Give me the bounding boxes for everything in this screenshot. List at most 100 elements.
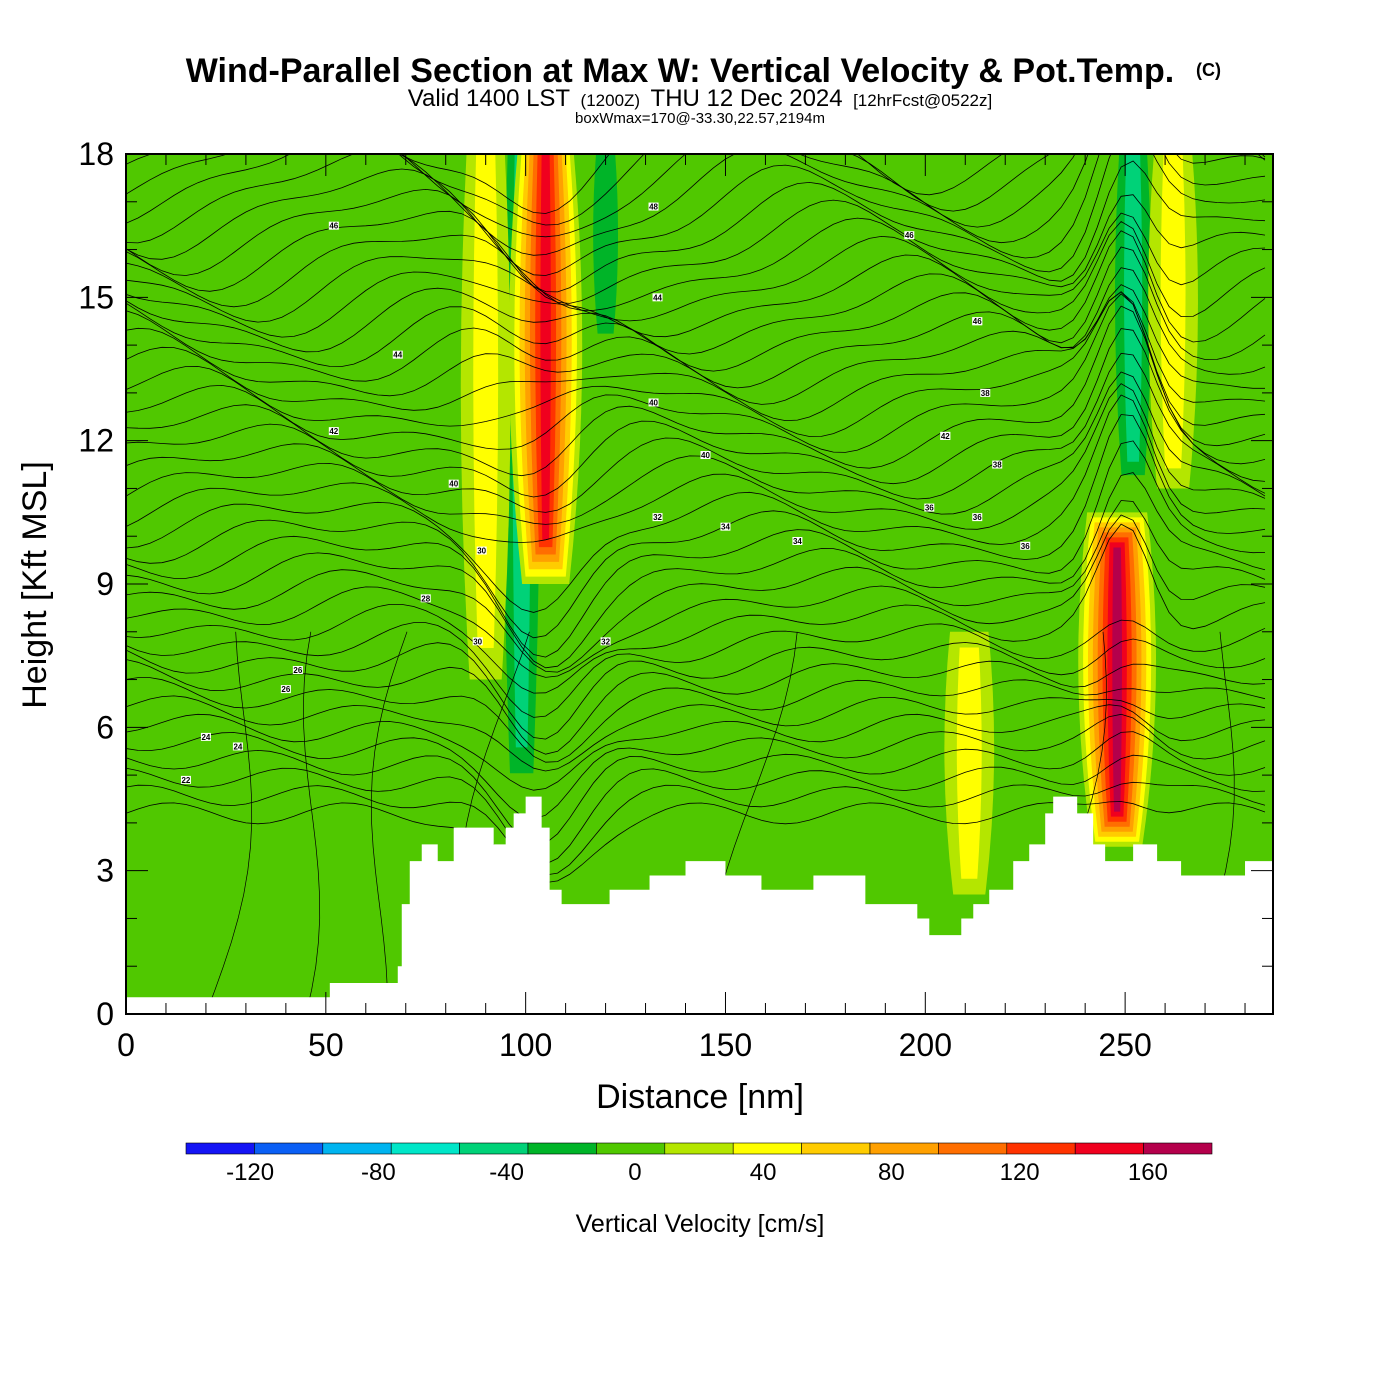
contour-label: 36 [925, 504, 934, 513]
velocity-band [473, 154, 499, 649]
colorbar-segment [390, 1142, 460, 1155]
isentrope-line [126, 781, 1266, 876]
contour-label: 26 [281, 685, 290, 694]
contour-label: 42 [941, 432, 950, 441]
colorbar-tick-label: 120 [1000, 1159, 1040, 1186]
isentrope-line [126, 713, 1266, 820]
contour-label: 34 [721, 523, 730, 532]
contour-label-bg [720, 522, 731, 531]
colorbar-segment [459, 1142, 529, 1155]
colorbar-tick-label: -120 [226, 1159, 274, 1186]
isentrope-line [126, 220, 1266, 338]
colorbar-segment [185, 1142, 255, 1155]
colorbar-segment [732, 1142, 802, 1155]
isentrope-line [126, 352, 1266, 513]
isentrope-line [126, 659, 1266, 755]
axis-ticks [125, 153, 1273, 1015]
contour-label: 38 [993, 461, 1002, 470]
colorbar-segment [801, 1142, 871, 1155]
contour-label-bg [992, 460, 1003, 469]
isentrope-line [126, 154, 1266, 293]
contour-label: 22 [181, 776, 190, 785]
isentrope-line [126, 383, 1266, 543]
contour-label-bg [1020, 541, 1031, 550]
contour-label: 32 [653, 513, 662, 522]
isentrope-line [303, 631, 321, 1014]
contour-label-bg [924, 503, 935, 512]
contour-label: 26 [293, 666, 302, 675]
contour-label-bg [652, 513, 663, 522]
isentrope-line [126, 500, 1266, 673]
y-tick-labels: 0 3 6 9 12 15 18 [78, 136, 114, 1032]
contour-label: 38 [981, 389, 990, 398]
contour-label-bg [972, 513, 983, 522]
colorbar-tick-label: -40 [489, 1159, 524, 1186]
y-tick-label: 12 [78, 423, 114, 459]
colorbar-segment [869, 1142, 939, 1155]
isentrope-line [126, 291, 1266, 437]
isentrope-line [205, 631, 253, 1014]
x-tick-label: 200 [899, 1027, 952, 1063]
colorbar-tick-label: 80 [878, 1159, 905, 1186]
isentrope-line [126, 754, 1266, 865]
velocity-band [403, 154, 449, 441]
isentrope-line [126, 212, 1266, 323]
isentrope-line [370, 631, 408, 1014]
contour-label: 40 [449, 480, 458, 489]
contour-label-bg [232, 742, 243, 751]
contour-label: 30 [477, 547, 486, 556]
contour-label-bg [280, 685, 291, 694]
contour-label-bg [600, 637, 611, 646]
contour-label-bg [648, 398, 659, 407]
colorbar-tick-label: 0 [628, 1159, 641, 1186]
contour-label: 46 [973, 317, 982, 326]
isentrope-line [126, 704, 1266, 791]
colorbar-segment [1074, 1142, 1144, 1155]
isentrope-line [126, 154, 1266, 276]
colorbar-tick-label: 40 [750, 1159, 777, 1186]
colorbar-tick-label: 160 [1128, 1159, 1168, 1186]
contour-label-bg [328, 221, 339, 230]
isentrope-line [126, 154, 1266, 256]
contour-label: 44 [393, 351, 402, 360]
potential-temperature-contours [126, 154, 1266, 1014]
isentrope-line [126, 293, 1266, 453]
isentrope-line [126, 305, 1266, 477]
y-tick-label: 3 [96, 853, 114, 889]
colorbar-title: Vertical Velocity [cm/s] [576, 1210, 825, 1238]
contour-label: 24 [233, 742, 242, 751]
colorbar [185, 1142, 1213, 1155]
contour-label-bg [904, 231, 915, 240]
x-tick-label: 150 [699, 1027, 752, 1063]
isentrope-line [126, 160, 1266, 304]
isentrope-line [126, 230, 1266, 355]
isentrope-line [126, 394, 1266, 613]
isentrope-line [126, 440, 1266, 658]
colorbar-segment [527, 1142, 597, 1155]
y-tick-label: 6 [96, 709, 114, 745]
contour-labels: 2224242626283030323234343636363838384040… [180, 202, 1031, 785]
velocity-band [593, 154, 619, 334]
contour-label-bg [200, 732, 211, 741]
colorbar-segment [322, 1142, 392, 1155]
y-tick-label: 18 [78, 136, 114, 172]
contour-label-bg [448, 479, 459, 488]
isentrope-line [126, 514, 1266, 678]
contour-label: 34 [793, 537, 802, 546]
contour-label: 28 [421, 594, 430, 603]
x-tick-label: 0 [117, 1027, 135, 1063]
isentrope-line [126, 472, 1266, 669]
isentrope-line [126, 695, 1266, 772]
valid-time-line: Valid 1400 LST (1200Z) THU 12 Dec 2024 [… [408, 85, 992, 112]
contour-label-bg [652, 293, 663, 302]
velocity-band [540, 154, 551, 540]
contour-label-bg [980, 388, 991, 397]
contour-label: 36 [1021, 542, 1030, 551]
isentrope-line [126, 731, 1266, 846]
colorbar-segment [938, 1142, 1008, 1155]
velocity-band [1112, 547, 1122, 812]
chart-title-mark: (C) [1196, 60, 1221, 80]
isentrope-line [126, 677, 1266, 763]
contour-label: 40 [701, 451, 710, 460]
